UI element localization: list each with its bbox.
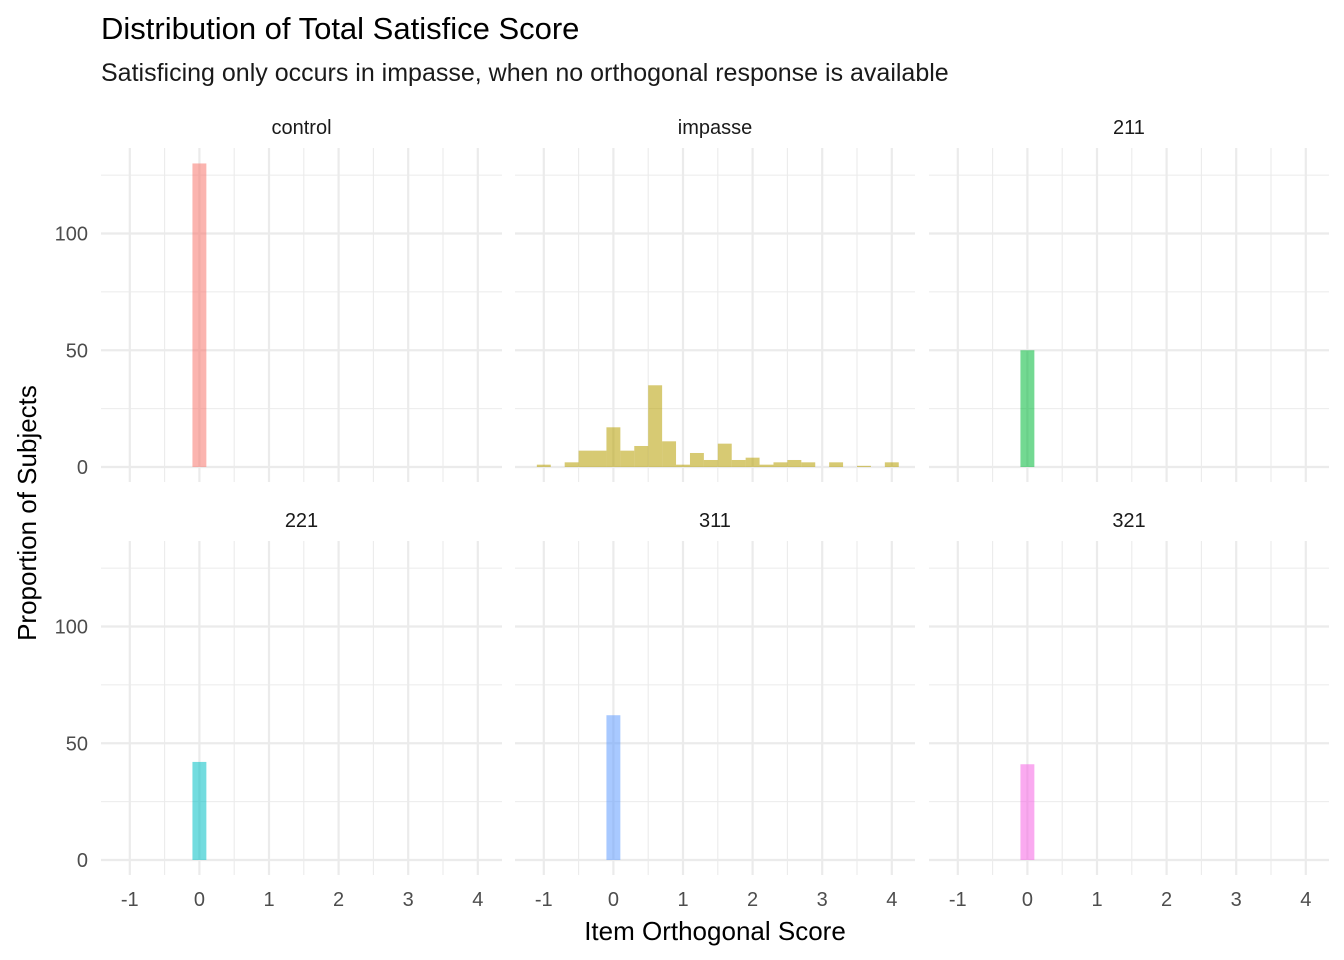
histogram-bar <box>592 450 607 467</box>
histogram-bar <box>662 441 677 467</box>
histogram-bar <box>884 462 899 467</box>
x-axis-title: Item Orthogonal Score <box>584 916 846 946</box>
histogram-bar <box>745 457 760 467</box>
histogram-bar <box>773 462 788 467</box>
facet-panel-impasse: impasse <box>515 117 915 482</box>
x-tick-label: 0 <box>194 889 205 911</box>
histogram-bar <box>606 427 621 467</box>
y-tick-label: 50 <box>66 340 88 362</box>
y-tick-label: 50 <box>66 733 88 755</box>
x-tick-label: 2 <box>1161 889 1172 911</box>
facet-panel-221: 221 0 50 100 -1 0 1 2 3 4 <box>55 510 502 911</box>
y-axis-title: Proportion of Subjects <box>12 385 42 641</box>
histogram-bar <box>564 462 579 467</box>
facet-panel-321: 321 -1 0 1 2 3 4 <box>929 510 1329 911</box>
histogram-bar <box>634 445 649 467</box>
x-tick-label: 1 <box>677 889 688 911</box>
histogram-bar <box>1020 350 1035 467</box>
histogram-bar <box>606 715 621 860</box>
facet-strip-label: 211 <box>1113 117 1145 139</box>
facet-strip-label: control <box>271 117 331 139</box>
x-tick-label: 3 <box>817 889 828 911</box>
histogram-bar <box>829 462 844 467</box>
x-tick-label: -1 <box>535 889 553 911</box>
histogram-bar <box>857 465 871 467</box>
x-tick-label: 4 <box>886 889 897 911</box>
histogram-bar <box>759 464 774 467</box>
y-tick-label: 0 <box>77 457 88 479</box>
histogram-bar <box>192 163 207 467</box>
y-tick-label: 0 <box>77 850 88 872</box>
x-tick-label: 1 <box>1091 889 1102 911</box>
histogram-bar <box>801 462 816 467</box>
chart-subtitle: Satisficing only occurs in impasse, when… <box>101 59 949 87</box>
y-tick-label: 100 <box>55 224 88 246</box>
x-tick-label: -1 <box>949 889 967 911</box>
x-tick-label: 2 <box>333 889 344 911</box>
facet-panel-311: 311 -1 0 1 2 3 4 <box>515 510 915 911</box>
histogram-bar <box>787 459 802 467</box>
histogram-bar <box>536 464 551 467</box>
histogram-bar <box>620 450 635 467</box>
facet-strip-label: 221 <box>285 510 318 532</box>
x-tick-label: -1 <box>121 889 139 911</box>
x-tick-label: 4 <box>472 889 483 911</box>
histogram-bar <box>689 452 704 467</box>
facet-strip-label: impasse <box>678 117 752 139</box>
x-tick-label: 3 <box>403 889 414 911</box>
facet-strip-label: 321 <box>1112 510 1145 532</box>
histogram-bar <box>676 464 690 467</box>
x-tick-label: 0 <box>1022 889 1033 911</box>
facet-panel-211: 211 <box>929 117 1329 482</box>
y-tick-label: 100 <box>55 617 88 639</box>
histogram-bar <box>192 761 207 860</box>
histogram-bar <box>1020 764 1035 860</box>
histogram-bar <box>578 450 593 467</box>
x-tick-label: 3 <box>1231 889 1242 911</box>
facet-panel-control: control 0 50 100 <box>55 117 502 482</box>
x-tick-label: 2 <box>747 889 758 911</box>
histogram-bar <box>648 385 663 467</box>
facet-strip-label: 311 <box>699 510 731 532</box>
histogram-bar <box>731 459 746 467</box>
histogram-bar <box>717 443 732 467</box>
x-tick-label: 0 <box>608 889 619 911</box>
histogram-bar <box>703 459 718 467</box>
chart-title: Distribution of Total Satisfice Score <box>101 11 579 46</box>
x-tick-label: 1 <box>263 889 274 911</box>
x-tick-label: 4 <box>1300 889 1311 911</box>
